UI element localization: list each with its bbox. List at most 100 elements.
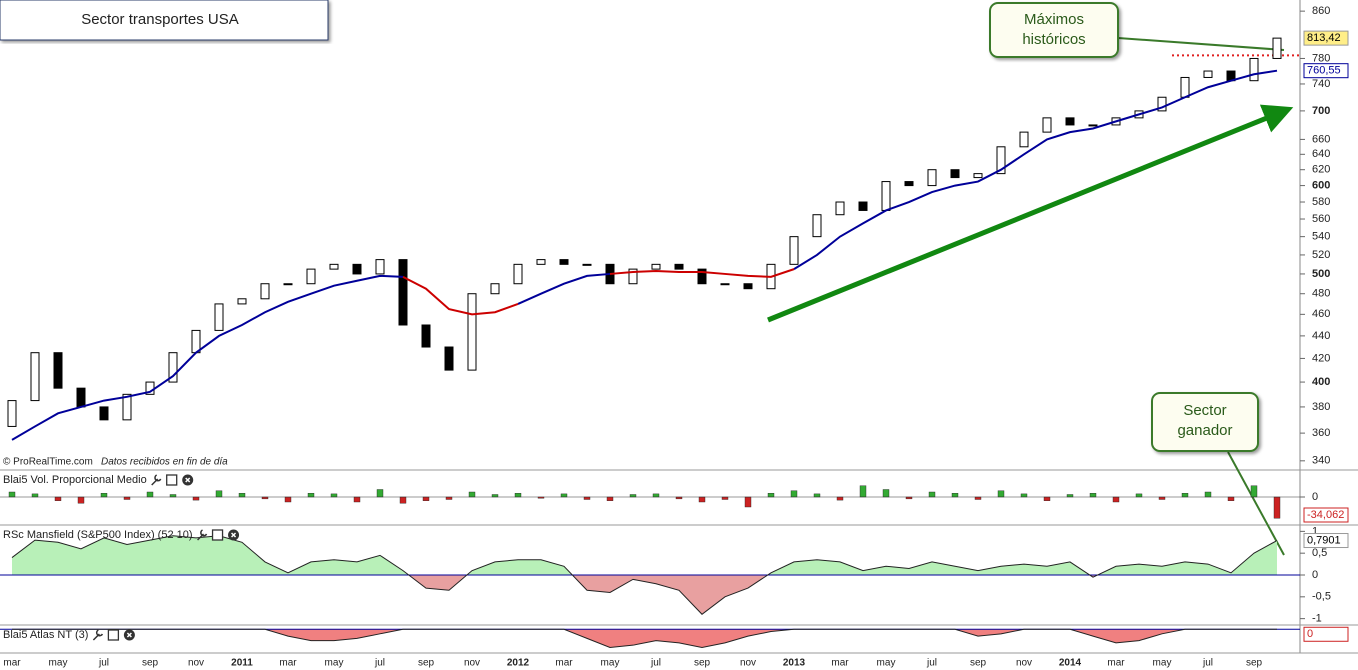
bar bbox=[1273, 496, 1281, 519]
value-marker: -34,062 bbox=[1307, 509, 1344, 521]
candle bbox=[1249, 57, 1259, 82]
bar bbox=[583, 496, 591, 500]
candle bbox=[168, 352, 178, 383]
bar bbox=[169, 494, 177, 498]
callout-pointer bbox=[1227, 451, 1285, 556]
area-negative bbox=[12, 629, 1277, 648]
area-positive bbox=[12, 535, 1277, 575]
settings-icon[interactable] bbox=[151, 474, 162, 486]
y-tick-label: 360 bbox=[1312, 427, 1330, 439]
x-tick-label: nov bbox=[464, 658, 480, 669]
window-icon[interactable] bbox=[107, 629, 120, 641]
x-tick-label: nov bbox=[740, 658, 756, 669]
bar bbox=[1158, 496, 1166, 500]
bar bbox=[399, 496, 407, 504]
bar bbox=[445, 496, 453, 500]
callout-text: Sector bbox=[1183, 402, 1226, 419]
candle bbox=[444, 346, 454, 371]
y-tick-label: 700 bbox=[1312, 105, 1330, 117]
x-tick-label: may bbox=[1153, 658, 1172, 669]
x-tick-label: may bbox=[877, 658, 896, 669]
candle bbox=[1088, 124, 1098, 127]
y-tick-label: 340 bbox=[1312, 455, 1330, 467]
y-tick-label: 440 bbox=[1312, 330, 1330, 342]
bar bbox=[54, 496, 62, 501]
source: © ProRealTime.com bbox=[3, 457, 93, 468]
candle bbox=[674, 263, 684, 270]
bar bbox=[560, 493, 568, 498]
candle bbox=[490, 283, 500, 295]
y-tick-label: 0 bbox=[1312, 491, 1318, 503]
x-tick-label: may bbox=[601, 658, 620, 669]
x-tick-label: nov bbox=[1016, 658, 1032, 669]
close-icon-x bbox=[185, 477, 191, 483]
value-marker: 0 bbox=[1307, 628, 1313, 640]
candle bbox=[306, 268, 316, 285]
settings-icon[interactable] bbox=[92, 629, 104, 641]
candle bbox=[881, 181, 891, 211]
bar bbox=[974, 496, 982, 500]
bar bbox=[468, 491, 476, 498]
y-tick-label: 1 bbox=[1312, 525, 1318, 537]
value-marker: 0,7901 bbox=[1307, 534, 1341, 546]
candle bbox=[191, 329, 201, 354]
y-tick-label: 500 bbox=[1312, 268, 1330, 280]
bar bbox=[1043, 496, 1051, 501]
bar bbox=[836, 496, 844, 501]
indicator-line bbox=[12, 628, 1277, 648]
x-tick-label: may bbox=[325, 658, 344, 669]
bar bbox=[1135, 493, 1143, 498]
x-tick-label: jul bbox=[650, 658, 661, 669]
bar bbox=[744, 496, 752, 508]
bar bbox=[146, 491, 154, 498]
bar bbox=[376, 489, 384, 498]
value-marker-box bbox=[1303, 533, 1349, 549]
settings-icon[interactable] bbox=[197, 529, 208, 541]
y-tick-label: 860 bbox=[1312, 5, 1330, 17]
moving-average bbox=[402, 268, 795, 316]
y-tick-label: 640 bbox=[1312, 148, 1330, 160]
callout-pointer bbox=[1117, 37, 1285, 51]
x-tick-label: jul bbox=[1202, 658, 1213, 669]
y-tick-label: 600 bbox=[1312, 179, 1330, 191]
candle bbox=[375, 259, 385, 275]
candle bbox=[7, 400, 17, 427]
x-tick-label: sep bbox=[418, 658, 435, 669]
candle bbox=[260, 283, 270, 300]
window-icon[interactable] bbox=[166, 474, 178, 486]
candle bbox=[1019, 131, 1029, 148]
callout-box bbox=[989, 2, 1119, 58]
bar bbox=[123, 496, 131, 500]
y-tick-label: 0 bbox=[1312, 569, 1318, 581]
candle bbox=[1203, 70, 1213, 78]
close-icon-x bbox=[126, 632, 132, 638]
candle bbox=[1157, 96, 1167, 112]
bar bbox=[284, 496, 292, 503]
candle bbox=[76, 387, 86, 408]
value-marker-box bbox=[1303, 626, 1349, 642]
y-tick-label: -0,5 bbox=[1312, 591, 1331, 603]
source-note: Datos recibidos en fin de día bbox=[101, 457, 228, 468]
bar bbox=[491, 494, 499, 498]
candle bbox=[352, 263, 362, 275]
bar bbox=[767, 493, 775, 498]
candle bbox=[858, 201, 868, 211]
chart-title: Sector transportes USA bbox=[81, 11, 239, 28]
candle bbox=[30, 352, 40, 402]
x-tick-label: mar bbox=[279, 658, 297, 669]
window-icon[interactable] bbox=[211, 529, 224, 541]
x-tick-label: nov bbox=[188, 658, 204, 669]
candle bbox=[1065, 117, 1075, 126]
bar bbox=[790, 490, 798, 498]
x-tick-label: mar bbox=[831, 658, 849, 669]
y-tick-label: 660 bbox=[1312, 133, 1330, 145]
value-marker-box bbox=[1303, 507, 1349, 523]
candle bbox=[536, 259, 546, 265]
bar bbox=[629, 494, 637, 498]
y-tick-label: 420 bbox=[1312, 352, 1330, 364]
candle bbox=[329, 263, 339, 270]
bar bbox=[100, 493, 108, 498]
y-tick-label: 580 bbox=[1312, 196, 1330, 208]
